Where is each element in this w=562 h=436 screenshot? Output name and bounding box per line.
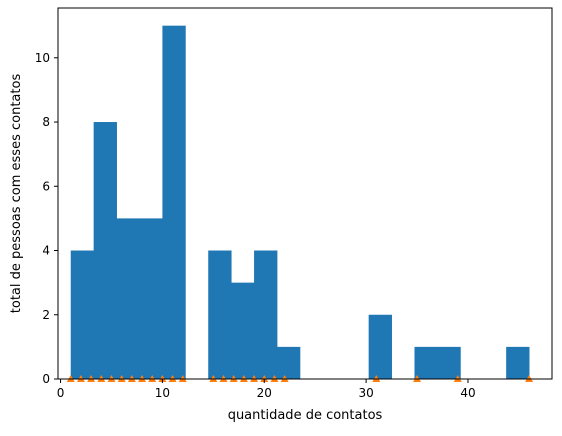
x-tick-label: 40 [460,386,475,400]
histogram-bar [437,346,461,379]
histogram-bar [276,346,301,379]
histogram-bar [506,346,530,379]
histogram-bar [254,250,278,379]
x-axis-label: quantidade de contatos [228,408,383,423]
x-tick-label: 10 [155,386,170,400]
histogram-bar [116,218,140,379]
histogram-bars [70,25,530,380]
histogram-bar [139,218,163,379]
x-tick-label: 30 [358,386,373,400]
y-tick-label: 8 [42,115,50,129]
histogram-bar [414,346,438,379]
y-tick-label: 10 [35,51,50,65]
histogram-bar [93,122,117,379]
y-axis-ticks: 0 2 4 6 8 10 [35,51,58,386]
y-tick-label: 0 [42,372,50,386]
plot-frame [57,7,553,380]
y-tick-label: 2 [42,308,50,322]
y-axis-label: total de pessoas com esses contatos [9,74,24,314]
x-tick-label: 20 [257,386,272,400]
histogram-bar [162,25,186,380]
x-tick-label: 0 [57,386,65,400]
histogram-bar [368,314,392,379]
x-axis-ticks: 0 10 20 30 40 [57,379,476,400]
histogram-bar [70,250,95,379]
histogram-bar [231,282,255,379]
histogram-bar [208,250,232,379]
y-tick-label: 4 [42,244,50,258]
y-tick-label: 6 [42,179,50,193]
